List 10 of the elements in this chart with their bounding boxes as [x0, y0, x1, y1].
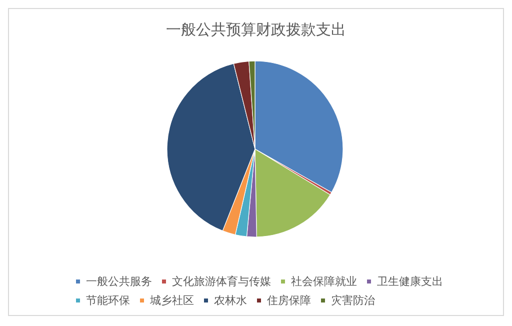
legend-label: 灾害防治: [331, 294, 375, 307]
legend-label: 一般公共服务: [86, 275, 152, 288]
legend-label: 住房保障: [267, 294, 311, 307]
chart-title: 一般公共预算财政拨款支出: [166, 20, 346, 38]
legend-label: 卫生健康支出: [377, 275, 443, 288]
legend-label: 节能环保: [86, 294, 130, 307]
legend-label: 社会保障就业: [291, 275, 357, 288]
legend-label: 城乡社区: [149, 294, 194, 307]
legend-label: 文化旅游体育与传媒: [172, 275, 271, 288]
legend-label: 农林水: [214, 294, 247, 307]
